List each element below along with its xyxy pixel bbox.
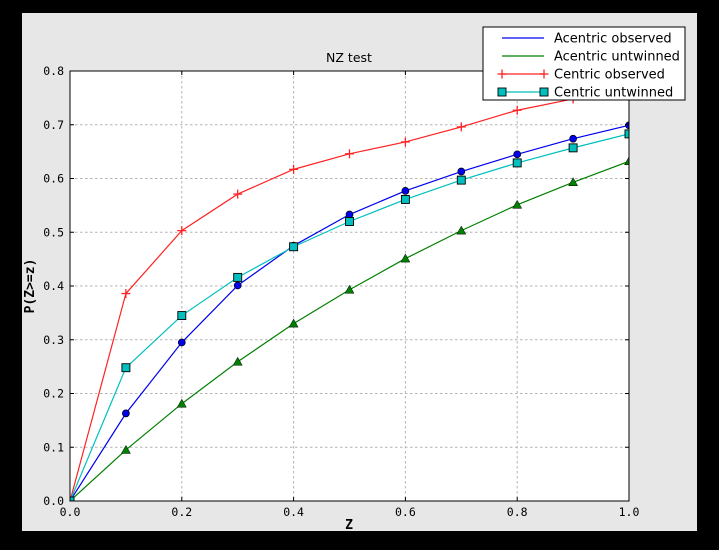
- data-point-marker: [539, 87, 549, 97]
- data-point-marker: [456, 175, 466, 185]
- x-tick-label: 0.0: [60, 505, 81, 519]
- y-tick-label: 0.5: [43, 225, 64, 239]
- tick-layer: 0.0 0.2 0.4 0.6 0.8 1.0 0.0 0.1 0.2 0.3 0.4 0.5 0.6 0…: [43, 64, 639, 519]
- x-tick-label: 0.4: [283, 505, 304, 519]
- data-point-marker: [497, 87, 507, 97]
- data-point-marker: [345, 217, 354, 226]
- y-tick-label: 0.1: [43, 440, 64, 454]
- data-point-marker: [624, 129, 629, 139]
- data-point-marker: [568, 177, 579, 187]
- legend-label-acentric-observed: Acentric observed: [554, 32, 672, 47]
- legend-box: [482, 26, 686, 101]
- y-tick-label: 0.0: [43, 494, 64, 508]
- x-tick-label: 0.6: [395, 505, 416, 519]
- data-point-marker: [512, 199, 523, 209]
- data-point-marker: [456, 225, 467, 235]
- data-point-marker: [121, 363, 131, 373]
- data-point-marker: [457, 167, 466, 176]
- data-point-marker: [120, 444, 131, 454]
- axes-spines: [69, 70, 630, 502]
- y-tick-label: 0.7: [43, 118, 64, 132]
- data-point-marker: [512, 158, 522, 168]
- data-point-marker: [625, 121, 629, 130]
- x-tick-label: 1.0: [619, 505, 640, 519]
- legend-label-centric-observed: Centric observed: [554, 68, 665, 83]
- x-tick-label: 0.8: [507, 505, 528, 519]
- x-axis-label: Z: [345, 518, 353, 533]
- chart-title: NZ test: [326, 50, 372, 65]
- legend-samples: [497, 37, 549, 97]
- y-axis-label: P(Z>=z): [23, 259, 38, 314]
- data-point-marker: [401, 187, 410, 195]
- y-tick-label: 0.8: [43, 64, 64, 78]
- data-point-marker: [624, 156, 629, 166]
- legend-label-acentric-untwinned: Acentric untwinned: [554, 50, 680, 65]
- legend: Acentric observed Acentric untwinned Cen…: [482, 26, 686, 101]
- series-layer: [70, 82, 629, 501]
- y-tick-label: 0.2: [43, 387, 64, 401]
- data-point-marker: [345, 210, 354, 219]
- y-tick-label: 0.4: [43, 279, 64, 293]
- y-tick-label: 0.6: [43, 172, 64, 186]
- data-point-marker: [400, 195, 410, 204]
- data-point-marker: [400, 253, 411, 263]
- data-point-marker: [289, 242, 299, 252]
- data-point-marker: [70, 496, 75, 501]
- data-point-marker: [513, 150, 522, 159]
- data-point-marker: [344, 284, 355, 294]
- data-point-marker: [177, 338, 186, 347]
- data-point-marker: [569, 134, 577, 143]
- data-point-marker: [288, 318, 299, 328]
- data-point-marker: [233, 272, 243, 282]
- legend-label-centric-untwinned: Centric untwinned: [554, 86, 673, 101]
- data-point-marker: [176, 398, 187, 408]
- x-tick-label: 0.2: [171, 505, 192, 519]
- y-tick-label: 0.3: [43, 333, 64, 347]
- data-point-marker: [122, 409, 130, 418]
- data-point-marker: [232, 356, 243, 366]
- data-point-marker: [568, 143, 578, 153]
- data-point-marker: [177, 311, 187, 321]
- data-point-marker: [233, 281, 242, 290]
